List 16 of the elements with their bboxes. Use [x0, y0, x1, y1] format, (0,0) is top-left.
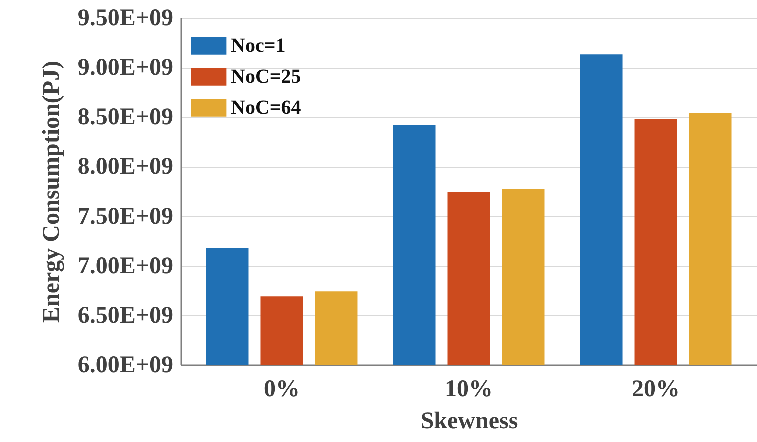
y-tick-label: 9.00E+09: [78, 55, 174, 82]
x-tick-label: 10%: [445, 376, 493, 402]
y-tick-label: 8.00E+09: [78, 154, 174, 180]
y-tick-label: 7.50E+09: [78, 204, 174, 230]
legend-label: Noc=1: [231, 35, 286, 57]
x-tick-label: 20%: [632, 376, 680, 402]
y-tick-label: 7.00E+09: [78, 253, 174, 280]
x-tick-label: 0%: [264, 376, 300, 402]
y-tick-label: 8.50E+09: [78, 104, 174, 131]
y-tick-label: 6.50E+09: [78, 302, 174, 329]
y-tick-label: 9.50E+09: [78, 6, 174, 32]
y-axis-title: Energy Consumption(PJ): [38, 60, 65, 324]
x-axis-title: Skewness: [420, 408, 518, 434]
y-tick-label: 6.00E+09: [78, 352, 174, 378]
legend-label: NoC=64: [231, 97, 302, 119]
legend-label: NoC=25: [231, 66, 302, 88]
